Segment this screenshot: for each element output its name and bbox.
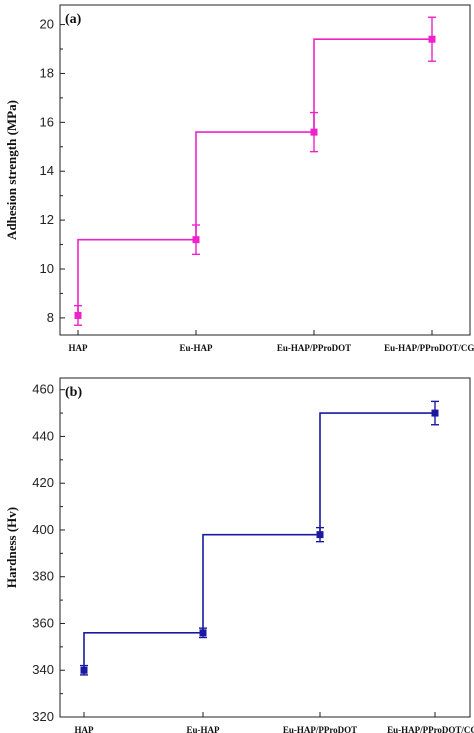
y-tick-label: 440 <box>32 428 54 443</box>
data-point-marker <box>428 35 436 43</box>
data-point-marker <box>316 531 324 539</box>
x-category-label: Eu-HAP <box>179 343 213 353</box>
y-tick-label: 16 <box>40 114 54 129</box>
panel-label: (a) <box>65 12 82 27</box>
x-category-label: Eu-HAP/PProDOT <box>277 343 351 353</box>
data-point-marker <box>80 666 88 674</box>
panel-a-adhesion-chart: 8 10 12 14 16 18 20 HAP Eu-HAP Eu-HAP/PProDOT Eu-H… <box>4 4 474 353</box>
y-tick-label: 320 <box>32 709 54 724</box>
x-category-label: HAP <box>75 725 95 733</box>
y-tick-label: 8 <box>47 310 54 325</box>
y-tick-label: 460 <box>32 382 54 397</box>
data-point-marker <box>310 128 318 136</box>
y-tick-label: 400 <box>32 522 54 537</box>
y-tick-label: 10 <box>40 261 54 276</box>
y-tick-label: 420 <box>32 475 54 490</box>
x-category-label: Eu-HAP/PProDOT/CGF <box>384 343 474 353</box>
panel-b-hardness-chart: 320 340 360 380 400 420 440 460 HAP Eu-HAP Eu-HAP/… <box>4 377 474 733</box>
y-tick-label: 340 <box>32 662 54 677</box>
y-tick-label: 18 <box>40 65 54 80</box>
data-point-marker <box>199 629 207 637</box>
y-tick-label: 380 <box>32 569 54 584</box>
x-category-label: Eu-HAP/PProDOT <box>283 725 357 733</box>
data-point-marker <box>431 409 439 417</box>
y-tick-label: 14 <box>40 163 54 178</box>
y-tick-label: 360 <box>32 615 54 630</box>
plot-frame <box>59 4 471 336</box>
x-category-label: Eu-HAP/PProDOT/CGF <box>387 725 474 733</box>
y-tick-label: 20 <box>40 17 54 32</box>
data-point-marker <box>192 236 200 244</box>
series-step-line <box>83 412 435 671</box>
y-axis-title: Hardness (Hv) <box>4 507 19 588</box>
x-category-label: HAP <box>69 343 89 353</box>
y-axis-title: Adhesion strength (MPa) <box>4 100 19 240</box>
panel-label: (b) <box>65 385 82 400</box>
y-tick-label: 12 <box>40 212 54 227</box>
x-category-label: Eu-HAP <box>186 725 220 733</box>
data-point-marker <box>74 311 82 319</box>
plot-frame <box>59 377 471 718</box>
series-step-line <box>77 38 432 316</box>
